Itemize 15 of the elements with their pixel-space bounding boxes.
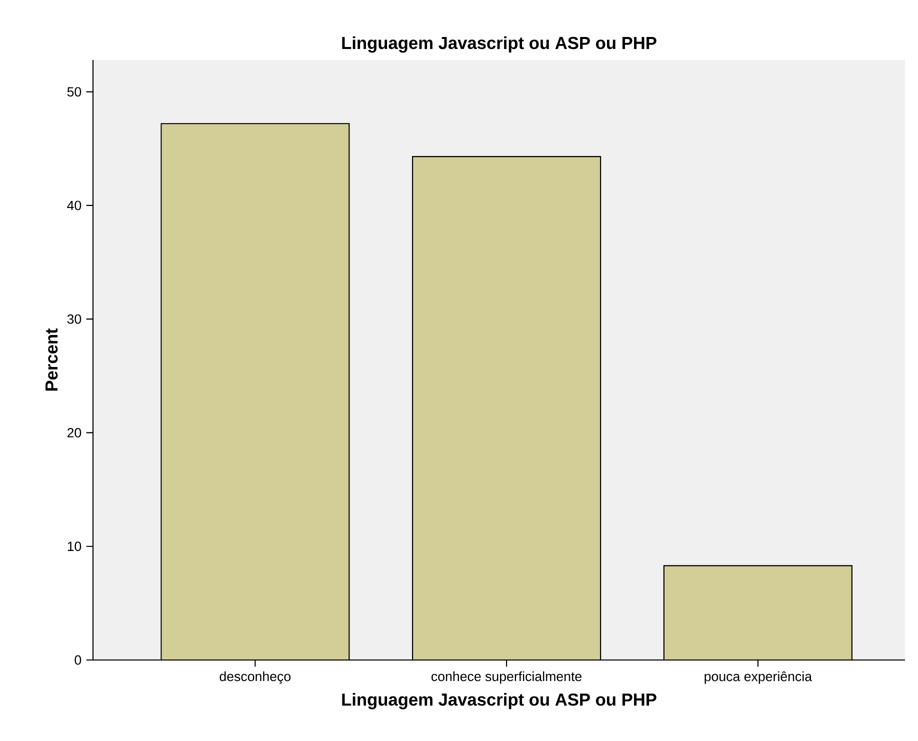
y-axis-title: Percent	[46, 328, 58, 391]
bar	[412, 156, 601, 660]
x-tick-label: conhece superficialmente	[432, 671, 582, 684]
y-tick-label: 0	[74, 655, 82, 665]
bar	[663, 565, 852, 660]
y-tick-label: 20	[67, 428, 82, 438]
y-tick-label: 10	[68, 542, 82, 552]
bar	[161, 124, 350, 660]
y-tick-label: 30	[67, 314, 82, 324]
x-axis-title: Linguagem Javascript ou ASP ou PHP	[342, 692, 656, 710]
x-tick-label: pouca experiência	[704, 671, 812, 684]
chart-title: Linguagem Javascript ou ASP ou PHP	[342, 36, 656, 53]
y-tick-label: 40	[67, 200, 82, 210]
x-tick-label: desconheço	[220, 671, 291, 684]
y-tick-label: 50	[67, 87, 82, 97]
